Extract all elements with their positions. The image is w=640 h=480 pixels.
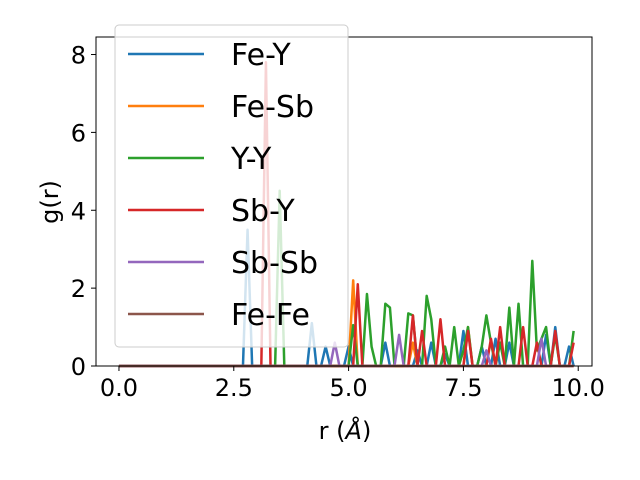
x-axis-label-text: r ( xyxy=(319,417,346,445)
legend-entry: Y-Y xyxy=(128,142,272,177)
y-axis-ticks: 0 2 4 6 8 xyxy=(71,42,96,381)
legend-label: Y-Y xyxy=(230,142,272,177)
x-axis-label-end: ) xyxy=(362,417,371,445)
y-tick-label: 2 xyxy=(71,275,86,303)
legend-entry: Sb-Sb xyxy=(128,246,318,281)
x-tick-label: 2.5 xyxy=(215,374,253,402)
legend-entry: Sb-Y xyxy=(128,194,295,229)
legend: Fe-Y Fe-Sb Y-Y Sb-Y Sb-Sb Fe-Fe xyxy=(114,24,349,348)
x-axis-ticks: 0.0 2.5 5.0 7.5 10.0 xyxy=(100,366,605,402)
legend-label: Fe-Y xyxy=(231,38,291,73)
y-axis-label: g(r) xyxy=(36,180,64,224)
x-tick-label: 0.0 xyxy=(100,374,138,402)
x-axis-label-symbol: Å xyxy=(344,416,362,445)
y-tick-label: 8 xyxy=(71,42,86,70)
x-axis-label: r (Å) xyxy=(319,416,372,445)
x-tick-label: 10.0 xyxy=(552,374,605,402)
legend-label: Fe-Fe xyxy=(231,298,310,333)
x-tick-label: 5.0 xyxy=(330,374,368,402)
legend-entry: Fe-Sb xyxy=(128,90,314,125)
y-tick-label: 4 xyxy=(71,197,86,225)
y-tick-label: 6 xyxy=(71,119,86,147)
y-tick-label: 0 xyxy=(71,353,86,381)
x-tick-label: 7.5 xyxy=(444,374,482,402)
legend-label: Sb-Sb xyxy=(231,246,318,281)
legend-entry: Fe-Y xyxy=(128,38,291,73)
legend-label: Fe-Sb xyxy=(231,90,314,125)
legend-label: Sb-Y xyxy=(231,194,295,229)
legend-entry: Fe-Fe xyxy=(128,298,310,333)
